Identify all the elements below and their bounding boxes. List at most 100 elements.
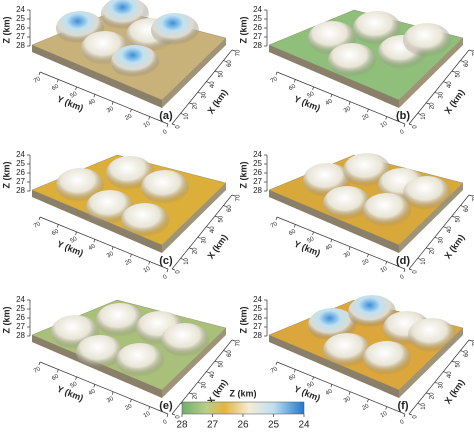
x-axis bbox=[171, 49, 233, 125]
x-tick-label: 0 bbox=[176, 270, 182, 274]
y-axis bbox=[39, 361, 169, 415]
x-tick-label: 10 bbox=[184, 112, 190, 119]
x-tick-label: 20 bbox=[193, 102, 199, 109]
y-tick-label: 30 bbox=[106, 251, 115, 260]
x-tick-label: 30 bbox=[201, 91, 207, 98]
x-tick bbox=[460, 205, 464, 207]
y-tick bbox=[111, 101, 114, 105]
z-tick-label: 26 bbox=[16, 23, 25, 32]
x-tick-label: 30 bbox=[201, 236, 207, 243]
x-tick bbox=[197, 236, 201, 239]
y-tick bbox=[130, 109, 132, 113]
z-axis-label: Z (km) bbox=[1, 306, 11, 333]
y-tick bbox=[75, 376, 77, 380]
surface-bump bbox=[363, 341, 411, 375]
x-tick-label: 40 bbox=[210, 371, 216, 378]
y-tick bbox=[367, 399, 369, 403]
y-tick bbox=[56, 224, 59, 228]
x-tick-label: 30 bbox=[438, 236, 444, 243]
x-tick-label: 50 bbox=[455, 70, 461, 77]
x-tick bbox=[214, 360, 218, 363]
y-tick-label: 50 bbox=[306, 381, 315, 390]
x-tick-label: 40 bbox=[447, 81, 453, 88]
z-tick-label: 24 bbox=[253, 5, 262, 14]
colorbar-tick-label: 26 bbox=[237, 420, 249, 431]
y-tick-label: 70 bbox=[33, 221, 42, 230]
z-axis-label: Z (km) bbox=[238, 306, 248, 333]
z-tick-label: 25 bbox=[253, 14, 262, 23]
x-tick-label: 70 bbox=[236, 49, 242, 56]
x-tick bbox=[468, 194, 473, 197]
y-tick-label: 70 bbox=[270, 221, 279, 230]
y-tick-label: 20 bbox=[361, 113, 370, 122]
x-tick-label: 0 bbox=[413, 270, 419, 274]
y-tick-label: 60 bbox=[288, 373, 297, 382]
y-tick-label: 40 bbox=[88, 98, 97, 107]
y-tick bbox=[385, 116, 388, 120]
y-axis bbox=[276, 71, 406, 125]
z-tick-label: 25 bbox=[253, 159, 262, 168]
colorbar-title: Z (km) bbox=[230, 388, 257, 398]
x-tick bbox=[443, 226, 447, 229]
x-tick bbox=[223, 205, 227, 207]
y-tick-label: 40 bbox=[325, 388, 334, 397]
y-tick-label: 70 bbox=[270, 76, 279, 85]
surface-side bbox=[162, 328, 226, 398]
z-tick-label: 28 bbox=[16, 41, 25, 50]
z-axis-label: Z (km) bbox=[238, 161, 248, 188]
y-tick bbox=[312, 376, 314, 380]
y-tick bbox=[385, 406, 388, 410]
y-tick bbox=[38, 71, 41, 76]
y-tick bbox=[166, 413, 169, 418]
x-tick bbox=[468, 339, 473, 342]
colorbar bbox=[181, 401, 305, 415]
x-tick bbox=[451, 360, 455, 363]
x-axis-label: X (km) bbox=[206, 233, 230, 261]
x-tick bbox=[214, 70, 218, 73]
z-tick-label: 27 bbox=[16, 32, 25, 41]
y-tick bbox=[75, 86, 77, 90]
x-tick-label: 50 bbox=[218, 215, 224, 222]
x-tick bbox=[231, 194, 236, 197]
z-tick-label: 27 bbox=[253, 32, 262, 41]
surface-bump bbox=[343, 153, 391, 187]
surface-side bbox=[269, 335, 399, 398]
y-tick bbox=[293, 369, 296, 373]
y-tick-label: 20 bbox=[361, 258, 370, 267]
surface-side bbox=[399, 38, 463, 108]
y-tick bbox=[330, 384, 333, 388]
x-tick bbox=[231, 339, 236, 342]
y-tick-label: 10 bbox=[380, 120, 389, 129]
x-tick bbox=[451, 215, 455, 218]
y-tick-label: 10 bbox=[380, 410, 389, 419]
z-tick-label: 26 bbox=[16, 313, 25, 322]
x-tick bbox=[408, 413, 413, 416]
surface-side bbox=[269, 190, 399, 253]
x-tick-label: 60 bbox=[464, 350, 470, 357]
y-tick bbox=[330, 94, 333, 98]
x-tick-label: 10 bbox=[184, 257, 190, 264]
y-tick bbox=[348, 246, 351, 250]
y-tick bbox=[293, 224, 296, 228]
surface-bump bbox=[348, 295, 396, 329]
z-tick-label: 24 bbox=[16, 295, 25, 304]
y-tick-label: 30 bbox=[343, 106, 352, 115]
y-tick-label: 10 bbox=[143, 265, 152, 274]
x-tick bbox=[443, 81, 447, 84]
x-tick bbox=[426, 247, 430, 250]
y-tick-label: 0 bbox=[399, 274, 405, 281]
y-tick bbox=[403, 123, 406, 128]
x-tick-label: 0 bbox=[176, 125, 182, 129]
colorbar-tick-label: 24 bbox=[298, 420, 310, 431]
z-tick-label: 27 bbox=[16, 322, 25, 331]
y-tick-label: 30 bbox=[343, 251, 352, 260]
x-axis-label: X (km) bbox=[443, 88, 467, 116]
y-tick bbox=[403, 268, 406, 273]
z-axis-label: Z (km) bbox=[238, 16, 248, 43]
x-tick-label: 30 bbox=[438, 91, 444, 98]
x-tick bbox=[171, 268, 176, 271]
surface-side bbox=[162, 183, 226, 253]
surface-side bbox=[162, 38, 226, 108]
z-tick-label: 26 bbox=[253, 168, 262, 177]
